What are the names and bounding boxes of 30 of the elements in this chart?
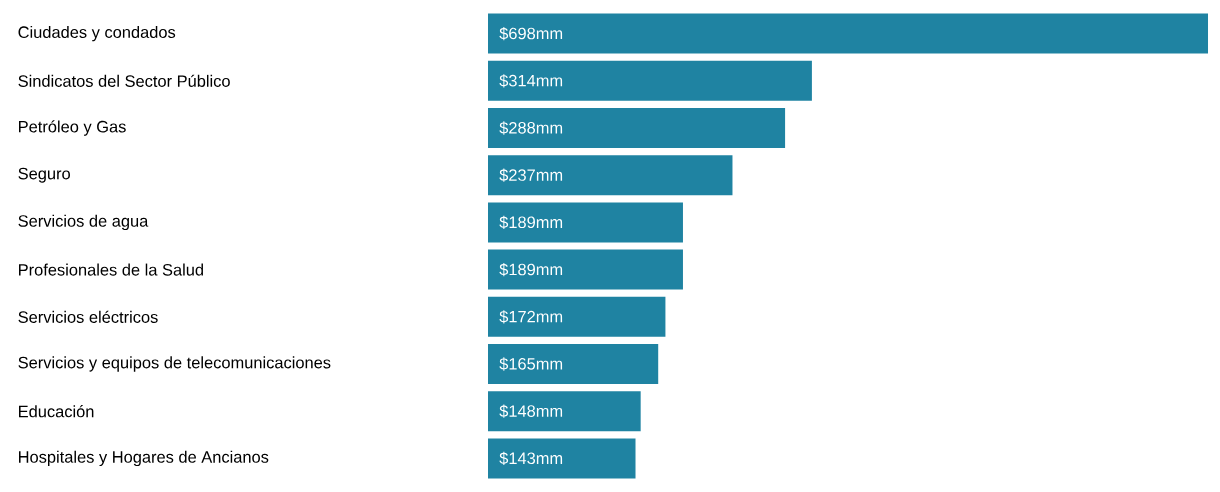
y-tick-label: Servicios eléctricos — [18, 310, 158, 323]
y-tick-label: Hospitales y Hogares de Ancianos — [19, 450, 269, 467]
bar — [488, 391, 641, 432]
bar — [488, 249, 683, 290]
data-label: $143mm — [499, 451, 563, 466]
y-tick-label: Petróleo y Gas — [19, 120, 126, 136]
data-label: $189mm — [499, 215, 563, 230]
y-tick-label: Servicios y equipos de telecomunicaciones — [18, 356, 331, 372]
data-label: $698mm — [499, 26, 563, 41]
y-tick-label: Seguro — [18, 167, 70, 183]
y-tick-label: Ciudades y condados — [18, 25, 176, 42]
bar — [488, 60, 812, 101]
data-label: $148mm — [499, 404, 563, 418]
bar — [488, 108, 786, 148]
data-label: $165mm — [499, 357, 563, 371]
bar — [488, 202, 683, 243]
data-label: $237mm — [499, 168, 563, 182]
y-tick-label: Educación — [19, 405, 94, 418]
bar — [488, 438, 636, 479]
data-label: $189mm — [499, 262, 563, 277]
bar — [488, 155, 733, 196]
bar — [488, 344, 659, 384]
bar — [488, 296, 666, 337]
data-label: $172mm — [499, 310, 563, 324]
bar — [488, 13, 1209, 54]
y-tick-label: Profesionales de la Salud — [19, 263, 203, 276]
data-label: $288mm — [499, 121, 563, 135]
y-tick-label: Servicios de agua — [18, 214, 149, 231]
y-tick-label: Sindicatos del Sector Público — [18, 74, 230, 87]
data-label: $314mm — [499, 74, 563, 88]
